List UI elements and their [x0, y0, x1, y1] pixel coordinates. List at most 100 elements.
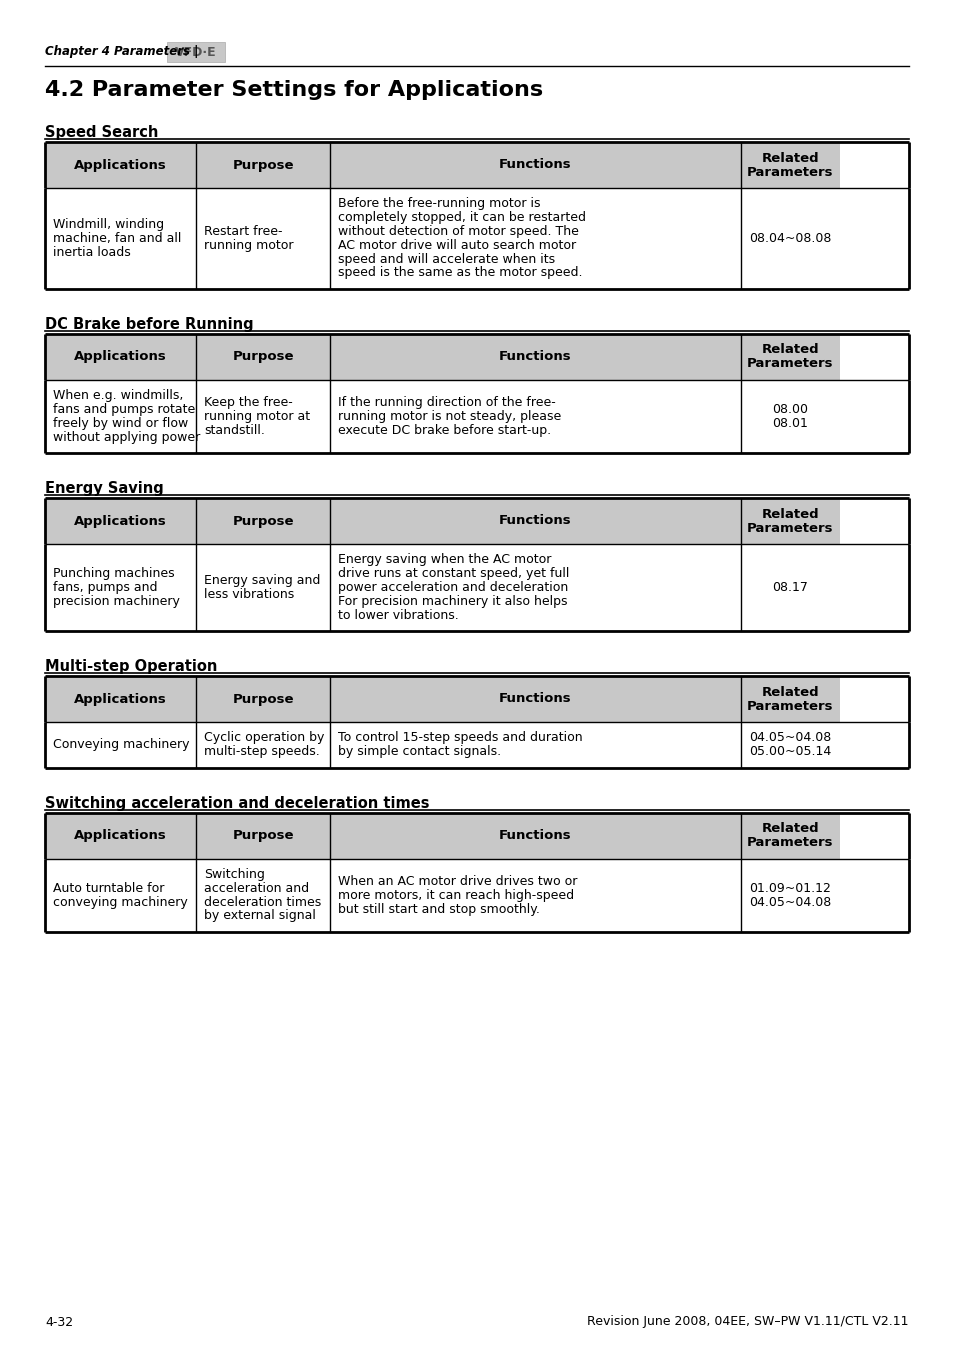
Text: Functions: Functions: [498, 159, 571, 171]
Text: 05.00~05.14: 05.00~05.14: [748, 745, 830, 759]
Bar: [330, 859, 740, 932]
Text: Switching: Switching: [204, 868, 265, 881]
Text: 08.17: 08.17: [771, 581, 807, 594]
Bar: [45, 142, 196, 189]
Text: Related: Related: [760, 508, 819, 521]
Text: by external signal: by external signal: [204, 909, 315, 923]
Text: DC Brake before Running: DC Brake before Running: [45, 316, 253, 332]
Text: 08.01: 08.01: [771, 417, 807, 430]
Text: Multi-step Operation: Multi-step Operation: [45, 660, 217, 674]
Text: completely stopped, it can be restarted: completely stopped, it can be restarted: [337, 212, 585, 224]
Bar: [196, 142, 330, 189]
Text: Switching acceleration and deceleration times: Switching acceleration and deceleration …: [45, 795, 429, 810]
Text: Keep the free-: Keep the free-: [204, 396, 293, 408]
Text: Purpose: Purpose: [233, 829, 294, 843]
Bar: [740, 676, 839, 722]
Text: by simple contact signals.: by simple contact signals.: [337, 745, 500, 759]
Text: Applications: Applications: [74, 514, 167, 528]
Bar: [740, 380, 839, 453]
Text: Functions: Functions: [498, 692, 571, 706]
Text: 01.09~01.12: 01.09~01.12: [748, 882, 830, 894]
Text: Auto turntable for: Auto turntable for: [53, 882, 164, 894]
Text: machine, fan and all: machine, fan and all: [53, 232, 181, 244]
Text: Windmill, winding: Windmill, winding: [53, 218, 164, 231]
Bar: [740, 142, 839, 189]
Bar: [45, 859, 196, 932]
Text: execute DC brake before start-up.: execute DC brake before start-up.: [337, 423, 551, 437]
Text: Purpose: Purpose: [233, 159, 294, 171]
Bar: [167, 42, 225, 62]
Text: to lower vibrations.: to lower vibrations.: [337, 608, 458, 622]
Text: Cyclic operation by: Cyclic operation by: [204, 731, 324, 745]
Text: without applying power: without applying power: [53, 430, 200, 444]
Text: Related: Related: [760, 685, 819, 699]
Text: For precision machinery it also helps: For precision machinery it also helps: [337, 594, 567, 608]
Text: Parameters: Parameters: [746, 836, 833, 849]
Text: 08.04~08.08: 08.04~08.08: [748, 232, 830, 244]
Bar: [740, 722, 839, 768]
Bar: [330, 676, 740, 722]
Text: precision machinery: precision machinery: [53, 594, 180, 608]
Text: inertia loads: inertia loads: [53, 246, 131, 259]
Text: Revision June 2008, 04EE, SW–PW V1.11/CTL V2.11: Revision June 2008, 04EE, SW–PW V1.11/CT…: [587, 1315, 908, 1329]
Bar: [740, 498, 839, 544]
Text: running motor at: running motor at: [204, 410, 310, 423]
Text: If the running direction of the free-: If the running direction of the free-: [337, 396, 556, 408]
Text: AC motor drive will auto search motor: AC motor drive will auto search motor: [337, 239, 576, 252]
Text: running motor is not steady, please: running motor is not steady, please: [337, 410, 560, 423]
Bar: [330, 189, 740, 289]
Bar: [740, 859, 839, 932]
Text: Punching machines: Punching machines: [53, 567, 174, 581]
Text: Related: Related: [760, 152, 819, 164]
Bar: [330, 498, 740, 544]
Bar: [45, 498, 196, 544]
Text: Parameters: Parameters: [746, 521, 833, 535]
Bar: [196, 189, 330, 289]
Text: To control 15-step speeds and duration: To control 15-step speeds and duration: [337, 731, 582, 745]
Text: When an AC motor drive drives two or: When an AC motor drive drives two or: [337, 875, 577, 887]
Text: Functions: Functions: [498, 514, 571, 528]
Text: Chapter 4 Parameters |: Chapter 4 Parameters |: [45, 46, 198, 58]
Bar: [740, 334, 839, 380]
Bar: [330, 142, 740, 189]
Text: less vibrations: less vibrations: [204, 588, 294, 601]
Text: fans, pumps and: fans, pumps and: [53, 581, 157, 594]
Text: Purpose: Purpose: [233, 514, 294, 528]
Text: acceleration and: acceleration and: [204, 882, 309, 894]
Text: multi-step speeds.: multi-step speeds.: [204, 745, 319, 759]
Text: Purpose: Purpose: [233, 350, 294, 364]
Text: Related: Related: [760, 822, 819, 835]
Text: running motor: running motor: [204, 239, 294, 252]
Bar: [196, 722, 330, 768]
Text: 04.05~04.08: 04.05~04.08: [748, 896, 830, 909]
Bar: [45, 334, 196, 380]
Text: VFD·E: VFD·E: [175, 46, 216, 58]
Text: Applications: Applications: [74, 692, 167, 706]
Bar: [330, 813, 740, 859]
Text: fans and pumps rotate: fans and pumps rotate: [53, 403, 195, 417]
Text: speed and will accelerate when its: speed and will accelerate when its: [337, 252, 555, 266]
Text: Parameters: Parameters: [746, 699, 833, 712]
Bar: [740, 813, 839, 859]
Text: Energy Saving: Energy Saving: [45, 480, 164, 497]
Bar: [740, 189, 839, 289]
Text: standstill.: standstill.: [204, 423, 265, 437]
Text: freely by wind or flow: freely by wind or flow: [53, 417, 188, 430]
Text: speed is the same as the motor speed.: speed is the same as the motor speed.: [337, 266, 582, 280]
Bar: [196, 334, 330, 380]
Text: Energy saving when the AC motor: Energy saving when the AC motor: [337, 554, 551, 566]
Text: Parameters: Parameters: [746, 166, 833, 179]
Text: Purpose: Purpose: [233, 692, 294, 706]
Text: Conveying machinery: Conveying machinery: [53, 738, 190, 752]
Bar: [740, 544, 839, 631]
Bar: [196, 813, 330, 859]
Text: 4.2 Parameter Settings for Applications: 4.2 Parameter Settings for Applications: [45, 80, 542, 100]
Text: but still start and stop smoothly.: but still start and stop smoothly.: [337, 902, 539, 916]
Text: 4-32: 4-32: [45, 1315, 73, 1329]
Bar: [330, 544, 740, 631]
Text: conveying machinery: conveying machinery: [53, 896, 188, 909]
Bar: [196, 380, 330, 453]
Bar: [196, 859, 330, 932]
Text: power acceleration and deceleration: power acceleration and deceleration: [337, 581, 568, 594]
Text: Energy saving and: Energy saving and: [204, 574, 320, 588]
